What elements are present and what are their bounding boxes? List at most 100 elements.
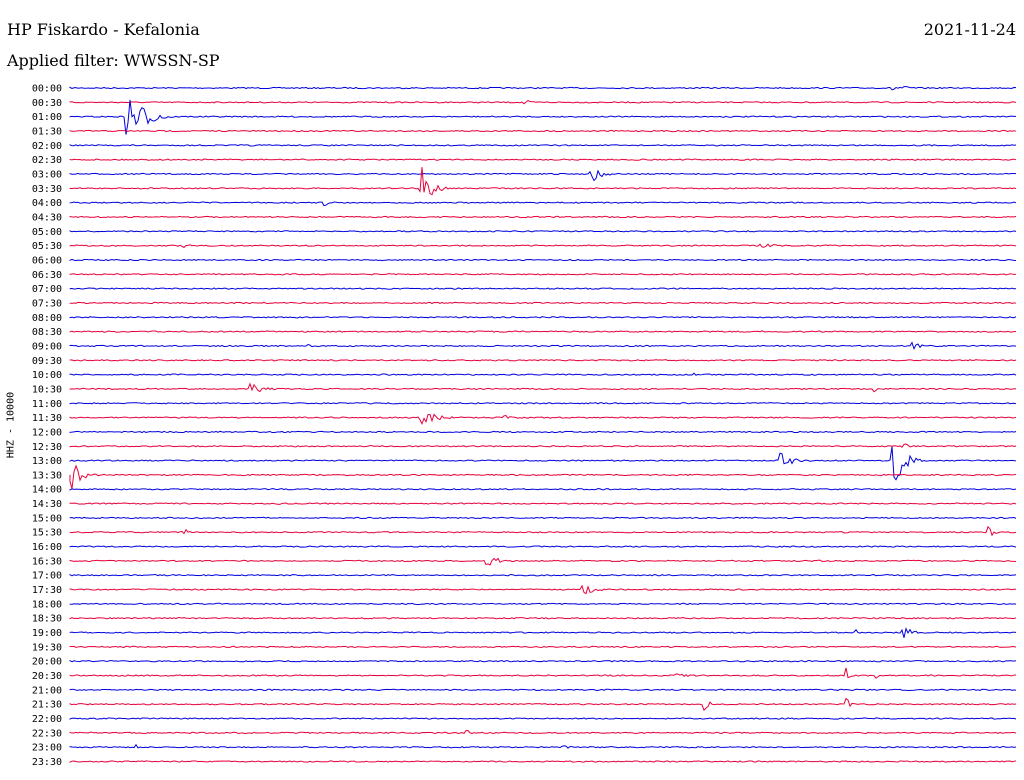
time-tick-label: 01:30 [32,126,62,137]
trace-line [69,402,1017,405]
time-tick-label: 09:00 [32,341,62,352]
trace-line [69,443,1017,448]
trace-line [69,382,1017,393]
time-tick-label: 09:30 [32,356,62,367]
filter-label: Applied filter: WWSSN-SP [7,51,220,70]
trace-line [69,502,1017,505]
time-tick-label: 16:30 [32,556,62,567]
time-tick-label: 07:30 [32,298,62,309]
time-tick-label: 03:30 [32,184,62,195]
time-tick-label: 16:00 [32,542,62,553]
trace-line [69,86,1017,91]
trace-line [69,341,1017,351]
trace-line [69,617,1017,620]
trace-line [69,545,1017,548]
trace-line [69,316,1017,319]
trace-line [69,144,1017,147]
trace-line [69,760,1017,763]
trace-line [69,258,1017,262]
trace-line [69,230,1017,233]
time-tick-label: 21:30 [32,700,62,711]
time-tick-label: 15:30 [32,528,62,539]
trace-line [69,301,1017,305]
time-tick-label: 11:30 [32,413,62,424]
time-tick-label: 19:00 [32,628,62,639]
time-tick-label: 08:00 [32,313,62,324]
time-tick-label: 20:30 [32,671,62,682]
time-tick-label: 06:30 [32,270,62,281]
time-tick-label: 18:00 [32,599,62,610]
trace-line [69,697,1017,712]
time-tick-label: 13:00 [32,456,62,467]
time-tick-label: 17:30 [32,585,62,596]
time-tick-label: 12:30 [32,442,62,453]
time-tick-label: 08:30 [32,327,62,338]
time-tick-label: 13:30 [32,470,62,481]
time-tick-label: 06:00 [32,255,62,266]
trace-line [69,169,1017,182]
station-title: HP Fiskardo - Kefalonia [7,20,200,39]
time-tick-label: 01:00 [32,112,62,123]
time-tick-label: 02:00 [32,141,62,152]
time-tick-label: 14:30 [32,499,62,510]
trace-line [69,464,1017,489]
time-tick-label: 04:00 [32,198,62,209]
trace-line [69,99,1017,105]
trace-line [69,667,1017,679]
trace-line [69,129,1017,133]
trace-line [69,201,1017,207]
trace-line [69,273,1017,276]
trace-line [69,557,1017,566]
trace-line [69,413,1017,425]
time-tick-label: 17:00 [32,571,62,582]
trace-line [69,488,1017,491]
trace-line [69,158,1017,161]
trace-line [69,446,1017,481]
trace-line [69,602,1017,606]
trace-line [69,743,1017,749]
trace-line [69,243,1017,249]
trace-line [69,645,1017,648]
trace-line [69,525,1017,537]
trace-line [69,516,1017,520]
trace-line [69,717,1017,720]
time-tick-label: 23:30 [32,757,62,768]
trace-line [69,330,1017,333]
time-tick-label: 07:00 [32,284,62,295]
time-tick-label: 23:00 [32,743,62,754]
trace-line [69,584,1017,595]
time-tick-label: 10:30 [32,384,62,395]
time-tick-label: 19:30 [32,642,62,653]
time-tick-label: 00:30 [32,98,62,109]
time-tick-label: 02:30 [32,155,62,166]
time-tick-label: 05:00 [32,227,62,238]
time-tick-label: 12:00 [32,427,62,438]
time-tick-label: 22:00 [32,714,62,725]
trace-line [69,372,1017,376]
time-tick-label: 05:30 [32,241,62,252]
trace-line [69,167,1017,196]
trace-line [69,627,1017,638]
record-date: 2021-11-24 [923,20,1016,39]
trace-line [69,659,1017,663]
time-tick-label: 18:30 [32,614,62,625]
trace-line [69,573,1017,577]
trace-line [69,99,1017,135]
time-tick-label: 11:00 [32,399,62,410]
time-tick-label: 10:00 [32,370,62,381]
trace-line [69,430,1017,434]
time-tick-label: 14:00 [32,485,62,496]
trace-line [69,287,1017,290]
time-tick-label: 04:30 [32,212,62,223]
time-tick-label: 21:00 [32,685,62,696]
time-tick-label: 20:00 [32,657,62,668]
trace-line [69,359,1017,362]
time-tick-label: 00:00 [32,84,62,95]
time-tick-label: 15:00 [32,513,62,524]
trace-line [69,688,1017,692]
trace-line [69,730,1017,735]
time-tick-label: 03:00 [32,169,62,180]
trace-line [69,215,1017,219]
time-tick-label: 22:30 [32,728,62,739]
